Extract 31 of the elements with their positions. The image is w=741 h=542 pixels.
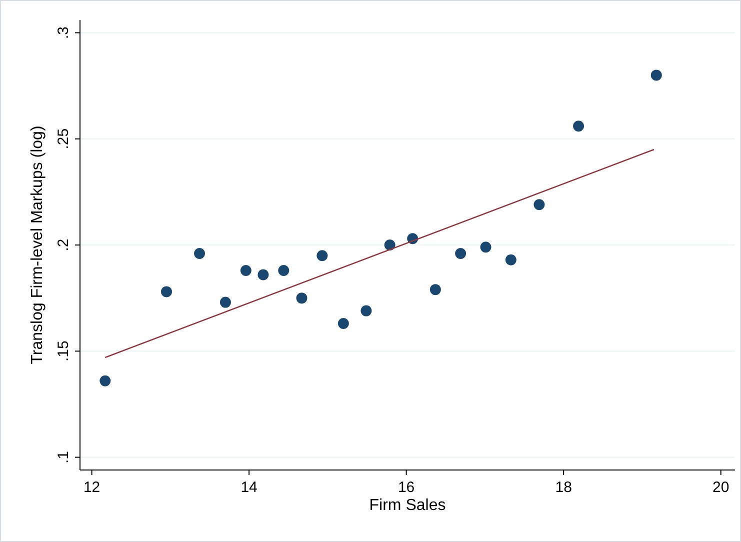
point (480, 242, 492, 253)
point (316, 250, 328, 262)
x-tick-label: 16 (398, 479, 415, 496)
x-axis-title: Firm Sales (369, 497, 446, 514)
point (160, 286, 172, 298)
point (296, 292, 308, 304)
y-tick-label: .15 (55, 340, 72, 362)
point (534, 199, 545, 210)
point (650, 70, 662, 81)
x-tick-label: 20 (712, 479, 730, 496)
y-tick-label: .2 (55, 238, 72, 252)
point (360, 305, 372, 316)
point (220, 296, 231, 308)
point (258, 269, 269, 280)
point (505, 254, 516, 266)
point (338, 318, 349, 330)
y-tick-label: .3 (55, 26, 72, 39)
point (194, 248, 206, 259)
y-tick-label: .25 (55, 128, 72, 150)
point (278, 264, 290, 276)
point (455, 248, 466, 259)
x-tick-label: 12 (83, 479, 100, 496)
y-tick-label: .1 (55, 451, 72, 464)
point (573, 120, 584, 132)
point (100, 375, 111, 386)
x-tick-label: 18 (555, 479, 572, 496)
point (430, 284, 441, 296)
y-axis-title: Translog Firm-level Markups (log) (29, 126, 46, 364)
x-tick-label: 14 (240, 479, 258, 496)
point (384, 240, 396, 250)
point (240, 264, 252, 276)
